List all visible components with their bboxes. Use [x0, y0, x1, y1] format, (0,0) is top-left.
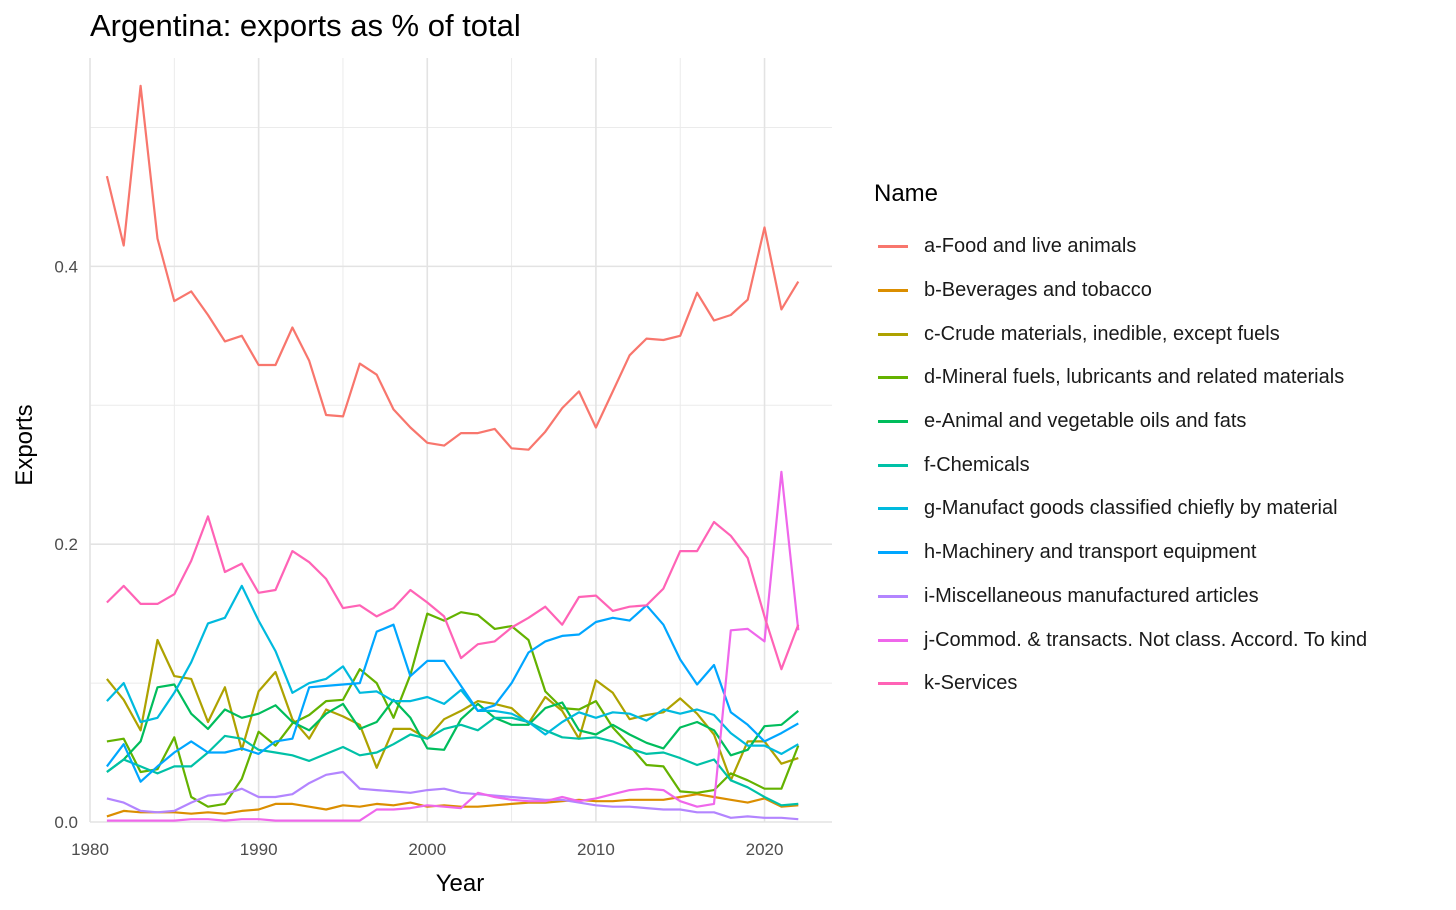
- legend-label: g-Manufact goods classified chiefly by m…: [924, 497, 1338, 520]
- series-line-h: [106, 604, 799, 783]
- legend-item: f-Chemicals: [874, 443, 1367, 487]
- legend-label: k-Services: [924, 672, 1018, 695]
- legend-item: k-Services: [874, 662, 1367, 706]
- legend-item: c-Crude materials, inedible, except fuel…: [874, 312, 1367, 356]
- series-line-e: [106, 683, 799, 773]
- series-line-a: [105, 84, 800, 451]
- legend-label: i-Miscellaneous manufactured articles: [924, 584, 1259, 607]
- legend-swatch: [878, 289, 908, 293]
- y-axis-label: Exports: [11, 404, 38, 485]
- legend-title: Name: [874, 180, 939, 207]
- legend-label: e-Animal and vegetable oils and fats: [924, 410, 1247, 433]
- legend-item: e-Animal and vegetable oils and fats: [874, 400, 1367, 444]
- x-tick-label: 1990: [240, 840, 278, 859]
- series-line-k: [106, 515, 800, 671]
- legend-item: i-Miscellaneous manufactured articles: [874, 575, 1367, 619]
- series-lines: [105, 84, 800, 822]
- series-line-i: [106, 770, 799, 821]
- legend-swatch: [878, 594, 908, 598]
- series-line-f: [106, 716, 799, 807]
- legend-label: h-Machinery and transport equipment: [924, 541, 1257, 564]
- legend-item: d-Mineral fuels, lubricants and related …: [874, 356, 1367, 400]
- y-tick-label: 0.4: [54, 257, 78, 276]
- legend-label: a-Food and live animals: [924, 235, 1137, 258]
- y-tick-label: 0.0: [54, 813, 78, 832]
- legend-label: c-Crude materials, inedible, except fuel…: [924, 322, 1280, 345]
- series-line-g: [106, 584, 799, 756]
- x-axis-label: Year: [436, 870, 485, 897]
- legend-item: b-Beverages and tobacco: [874, 269, 1367, 313]
- chart-title: Argentina: exports as % of total: [90, 8, 521, 43]
- series-line-j: [106, 470, 800, 822]
- legend-swatch: [878, 682, 908, 686]
- legend-items: a-Food and live animals b-Beverages and t…: [874, 225, 1367, 706]
- y-tick-label: 0.2: [54, 535, 78, 554]
- legend-item: g-Manufact goods classified chiefly by m…: [874, 487, 1367, 531]
- series-line-b: [106, 793, 799, 818]
- legend-item: h-Machinery and transport equipment: [874, 531, 1367, 575]
- legend-item: j-Commod. & transacts. Not class. Accord…: [874, 618, 1367, 662]
- legend-item: a-Food and live animals: [874, 225, 1367, 269]
- axis-ticks: 1980 1990 2000 2010 2020 0.0 0.2 0.4: [54, 257, 783, 859]
- legend: Name a-Food and live animals b-Beverages …: [874, 180, 1367, 706]
- x-tick-label: 2010: [577, 840, 615, 859]
- legend-swatch: [878, 332, 908, 336]
- legend-swatch: [878, 245, 908, 249]
- grid-lines: [89, 58, 832, 823]
- series-line-c: [106, 638, 799, 782]
- legend-swatch: [878, 376, 908, 380]
- legend-label: j-Commod. & transacts. Not class. Accord…: [924, 628, 1368, 651]
- x-tick-label: 1980: [71, 840, 109, 859]
- x-tick-label: 2000: [408, 840, 446, 859]
- legend-swatch: [878, 638, 908, 642]
- legend-swatch: [878, 551, 908, 555]
- legend-label: b-Beverages and tobacco: [924, 279, 1152, 302]
- legend-label: f-Chemicals: [924, 453, 1030, 476]
- legend-swatch: [878, 420, 908, 424]
- x-tick-label: 2020: [746, 840, 784, 859]
- legend-swatch: [878, 463, 908, 467]
- legend-swatch: [878, 507, 908, 511]
- legend-label: d-Mineral fuels, lubricants and related …: [924, 366, 1345, 389]
- series-line-d: [106, 611, 800, 808]
